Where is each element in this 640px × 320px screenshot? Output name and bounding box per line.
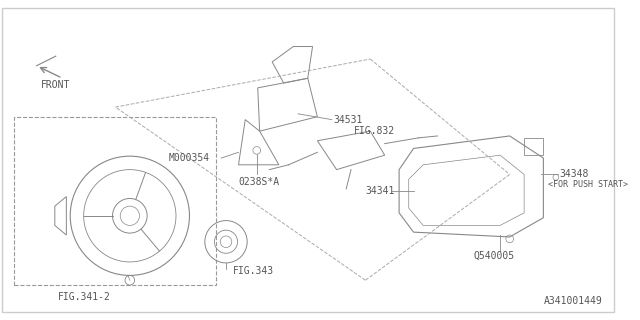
Text: 0238S*A: 0238S*A [239,177,280,187]
Text: FIG.343: FIG.343 [233,266,274,276]
Text: 34341: 34341 [365,186,395,196]
Text: A341001449: A341001449 [543,296,602,306]
Text: 34348: 34348 [560,169,589,180]
Text: M000354: M000354 [168,153,209,163]
Text: FIG.832: FIG.832 [354,126,395,136]
Bar [15,117,216,285]
Text: Q540005: Q540005 [473,251,515,261]
Bar [524,138,543,155]
Text: <FOR PUSH START>: <FOR PUSH START> [548,180,628,188]
Text: 34531: 34531 [333,115,363,124]
Text: FIG.341-2: FIG.341-2 [58,292,111,301]
Text: FRONT: FRONT [40,80,70,90]
